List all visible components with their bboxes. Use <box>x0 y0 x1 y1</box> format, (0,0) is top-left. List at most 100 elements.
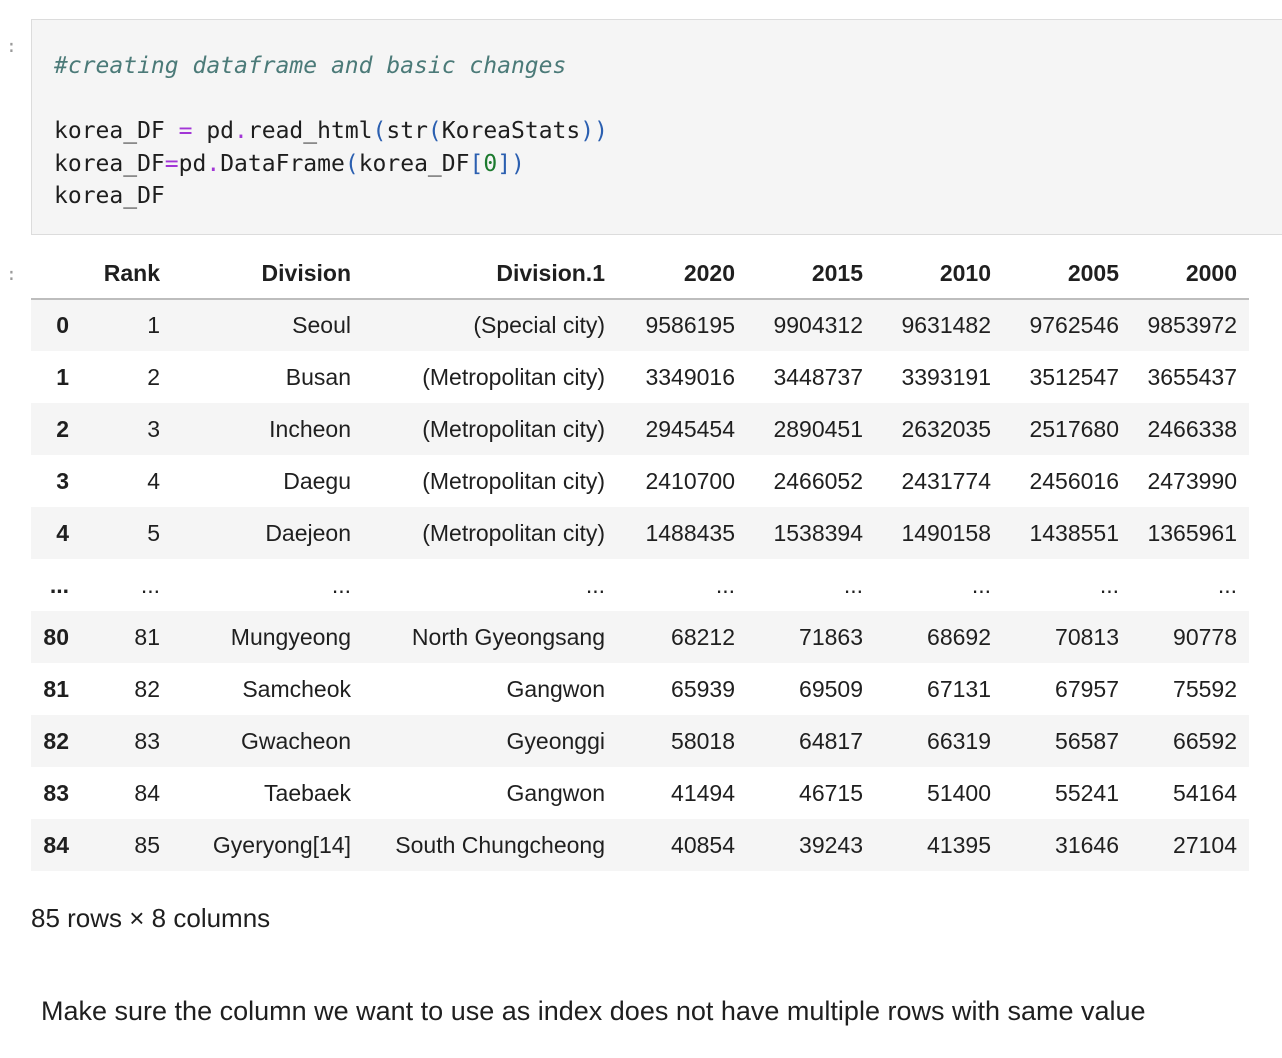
table-cell: (Special city) <box>473 312 605 338</box>
code-token: ( <box>372 118 387 144</box>
table-cell: Gwacheon <box>241 727 351 754</box>
table-cell: 81 <box>134 623 160 650</box>
table-cell: 41494 <box>671 779 735 806</box>
table-cell: 9904312 <box>773 312 863 338</box>
table-cell: 2456016 <box>1029 467 1119 494</box>
table-cell: 5 <box>147 519 160 546</box>
table-cell: 4 <box>147 467 160 494</box>
code-token: #creating dataframe and basic changes <box>54 53 567 79</box>
table-cell: 58018 <box>671 727 735 754</box>
column-header-cell: 2000 <box>1131 248 1249 300</box>
code-token: DataFrame <box>220 150 345 177</box>
table-cell: Daegu <box>283 467 351 494</box>
table-cell: ... <box>843 571 863 598</box>
code-text[interactable]: #creating dataframe and basic changes kor… <box>54 50 608 213</box>
table-cell: 2890451 <box>773 415 863 442</box>
table-cell: 66592 <box>1173 727 1237 754</box>
table-cell: 1490158 <box>901 519 991 546</box>
table-cell: ... <box>140 571 160 598</box>
code-token: korea_DF <box>54 118 179 144</box>
table-cell: 1488435 <box>645 519 735 546</box>
table-row: 82 83 Gwacheon Gyeonggi 58018 64817 66319 56587… <box>31 715 1249 767</box>
table-cell: South Chungcheong <box>395 831 605 858</box>
row-index-cell: 80 <box>43 623 69 650</box>
row-index-cell: 3 <box>56 467 69 494</box>
table-cell: 2517680 <box>1029 415 1119 442</box>
code-token: pd <box>192 118 235 144</box>
row-index-cell: 2 <box>56 415 69 442</box>
column-header-cell: 2005 <box>1003 248 1131 300</box>
row-index-cell: ... <box>49 571 69 598</box>
code-token: = <box>178 118 193 144</box>
table-row: 0 1 Seoul (Special city) 9586195 9904312 96314… <box>31 299 1249 351</box>
table-cell: 39243 <box>799 831 863 858</box>
table-row: 83 84 Taebaek Gangwon 41494 46715 51400 55241 54… <box>31 767 1249 819</box>
table-cell: 41395 <box>927 831 991 858</box>
table-cell: 46715 <box>799 779 863 806</box>
table-cell: 9762546 <box>1029 312 1119 338</box>
code-token: . <box>206 150 221 177</box>
row-index-cell: 1 <box>56 363 69 390</box>
table-cell: North Gyeongsang <box>411 623 605 650</box>
table-cell: 31646 <box>1055 831 1119 858</box>
table-row: 80 81 Mungyeong North Gyeongsang 68212 71863 6… <box>31 611 1249 663</box>
table-cell: 9586195 <box>645 312 735 338</box>
table-cell: 84 <box>134 779 160 806</box>
table-cell: 3393191 <box>901 363 991 390</box>
table-row: 4 5 Daejeon (Metropolitan city) 1488435 15383… <box>31 507 1249 559</box>
table-cell: 3448737 <box>773 363 863 390</box>
table-cell: 68212 <box>671 623 735 650</box>
code-cell-prompt-marker: : <box>6 36 17 57</box>
row-index-cell: 83 <box>43 779 69 806</box>
table-cell: 64817 <box>799 727 863 754</box>
code-token: . <box>234 118 248 144</box>
markdown-cell-text: Make sure the column we want to use as i… <box>41 996 1146 1026</box>
code-token: str <box>386 118 428 144</box>
table-row: ........................... <box>31 559 1249 611</box>
column-header-cell: 2015 <box>747 248 875 300</box>
table-cell: ... <box>1217 571 1237 598</box>
table-cell: 40854 <box>671 831 735 858</box>
code-cell-editor[interactable]: #creating dataframe and basic changes kor… <box>31 19 1282 235</box>
table-cell: 2632035 <box>901 415 991 442</box>
table-cell: 1365961 <box>1147 519 1237 546</box>
code-line: korea_DF <box>54 180 608 213</box>
code-line <box>54 83 608 116</box>
table-cell: Gyeonggi <box>506 727 605 754</box>
table-row: 81 82 Samcheok Gangwon 65939 69509 67131 67957 7… <box>31 663 1249 715</box>
table-cell: 9631482 <box>901 312 991 338</box>
table-cell: 65939 <box>671 675 735 702</box>
row-index-cell: 4 <box>56 519 69 546</box>
table-cell: 67957 <box>1055 675 1119 702</box>
index-header-cell <box>31 248 81 300</box>
code-token: korea_DF <box>54 183 165 209</box>
table-cell: 3349016 <box>645 363 735 390</box>
table-cell: 2473990 <box>1147 467 1237 494</box>
table-row: 1 2 Busan (Metropolitan city) 3349016 3448737… <box>31 351 1249 403</box>
row-index-cell: 0 <box>56 312 69 338</box>
dataframe-shape-note: 85 rows × 8 columns <box>31 903 271 933</box>
table-cell: 70813 <box>1055 623 1119 650</box>
table-cell: 1 <box>147 312 160 338</box>
dataframe-table: Rank Division Division.1 2020 2015 2010 2005 20… <box>31 248 1249 871</box>
table-cell: 2 <box>147 363 160 390</box>
table-cell: 56587 <box>1055 727 1119 754</box>
column-header-cell: Division.1 <box>363 248 617 300</box>
table-cell: Gyeryong[14] <box>212 831 351 858</box>
table-cell: 2945454 <box>645 415 735 442</box>
table-cell: 2466338 <box>1147 415 1237 442</box>
row-index-cell: 82 <box>43 727 69 754</box>
table-cell: 27104 <box>1173 831 1237 858</box>
table-header-row: Rank Division Division.1 2020 2015 2010 2005 20… <box>31 248 1249 300</box>
column-header-cell: Division <box>172 248 363 300</box>
code-token: ( <box>344 150 359 177</box>
table-cell: ... <box>585 571 605 598</box>
dataframe-output: Rank Division Division.1 2020 2015 2010 2005 20… <box>31 248 1249 871</box>
code-token: = <box>164 150 179 177</box>
table-cell: Mungyeong <box>230 623 351 650</box>
code-token: pd <box>178 150 207 177</box>
table-cell: 3 <box>147 415 160 442</box>
table-cell: Samcheok <box>242 675 351 702</box>
table-cell: 9853972 <box>1147 312 1237 338</box>
